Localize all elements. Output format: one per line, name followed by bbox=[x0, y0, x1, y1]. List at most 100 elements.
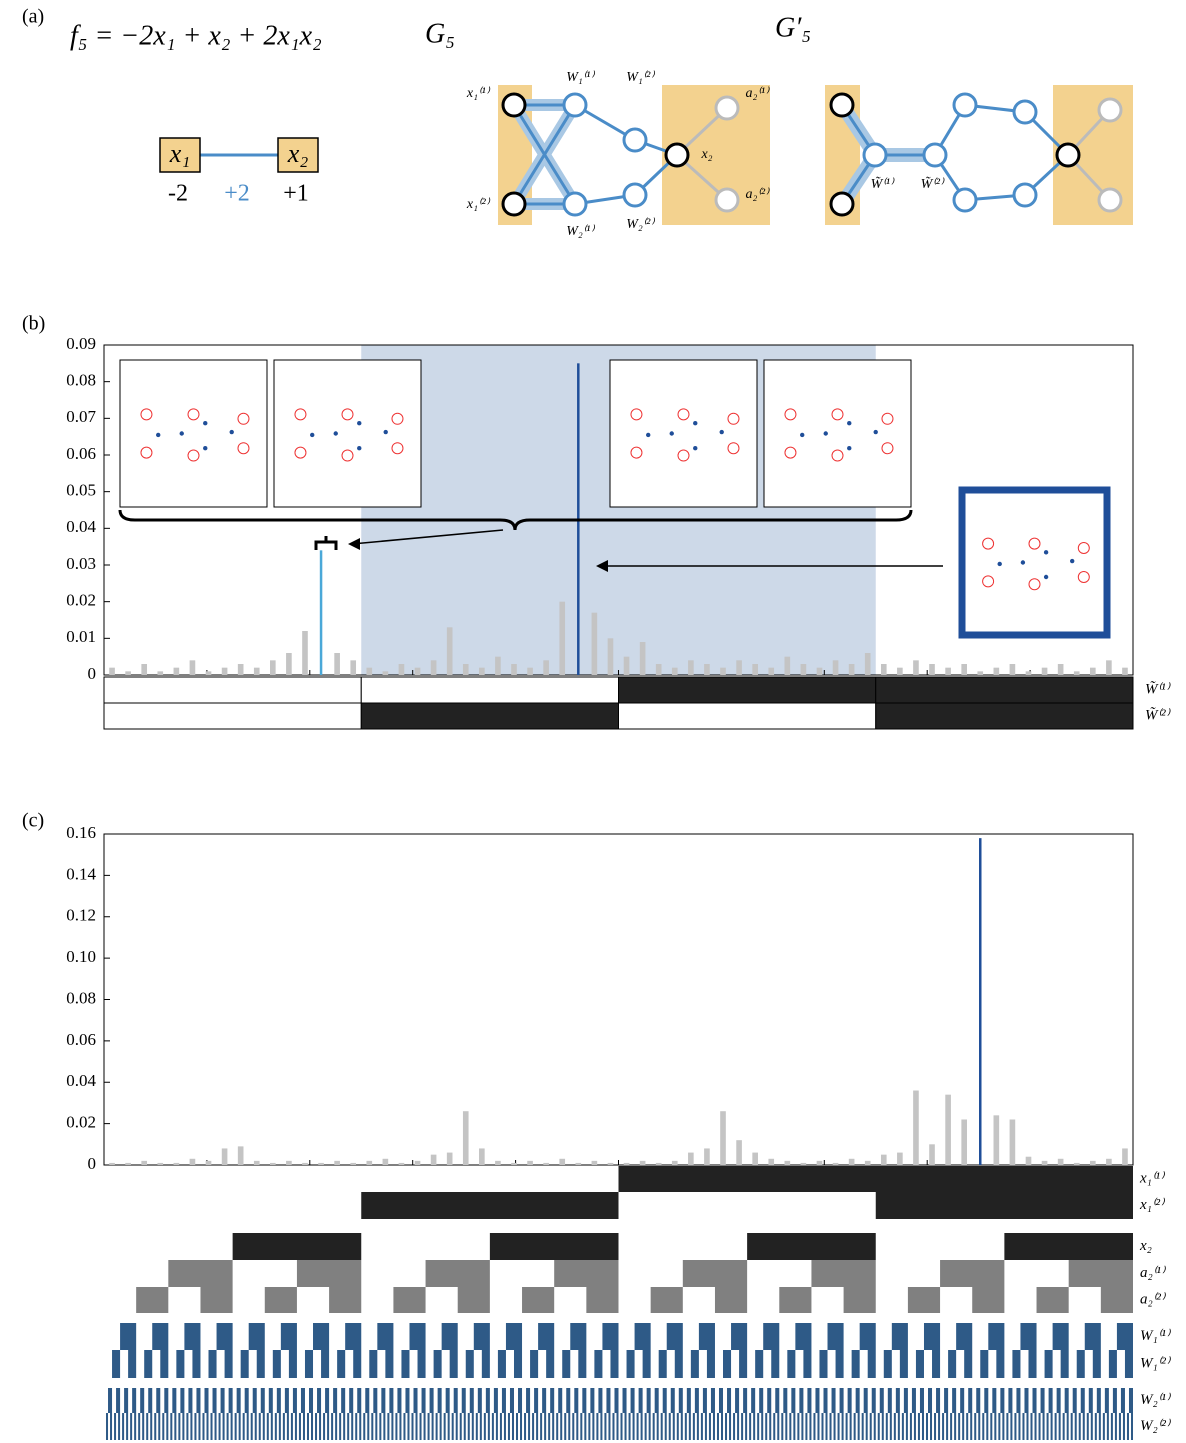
state-cell bbox=[751, 1388, 755, 1413]
label: 0.14 bbox=[66, 864, 96, 883]
node bbox=[954, 189, 976, 211]
state-cell bbox=[850, 1413, 852, 1440]
state-cell bbox=[1107, 1413, 1109, 1440]
state-cell bbox=[1095, 1413, 1097, 1440]
state-cell bbox=[162, 1413, 164, 1440]
state-cell bbox=[418, 1350, 426, 1378]
bar bbox=[270, 1163, 276, 1165]
state-cell bbox=[273, 1350, 281, 1378]
bar bbox=[1122, 668, 1128, 675]
state-cell bbox=[361, 1192, 618, 1219]
state-cell bbox=[1125, 1350, 1133, 1378]
label: W₁⁽¹⁾ bbox=[566, 70, 595, 85]
state-cell bbox=[562, 1350, 570, 1378]
state-cell bbox=[444, 1413, 446, 1440]
state-cell bbox=[817, 1413, 819, 1440]
state-cell bbox=[311, 1413, 313, 1440]
spot bbox=[998, 562, 1002, 566]
state-cell bbox=[1008, 1388, 1012, 1413]
state-cell bbox=[908, 1287, 940, 1313]
bar bbox=[174, 668, 180, 675]
inset bbox=[274, 360, 421, 507]
state-cell bbox=[894, 1413, 896, 1440]
label: 0.08 bbox=[66, 371, 96, 390]
label: (c) bbox=[22, 810, 44, 832]
state-cell bbox=[566, 1388, 570, 1413]
state-cell bbox=[211, 1413, 213, 1440]
bar bbox=[286, 1161, 292, 1165]
state-cell bbox=[530, 1350, 538, 1378]
bar bbox=[624, 1163, 630, 1165]
state-cell bbox=[297, 1260, 361, 1287]
state-cell bbox=[158, 1413, 160, 1440]
label: G′₅ bbox=[775, 12, 811, 43]
state-cell bbox=[361, 703, 618, 729]
bar bbox=[254, 1161, 260, 1165]
bar bbox=[141, 664, 147, 675]
state-cell bbox=[486, 1388, 490, 1413]
state-cell bbox=[667, 1323, 683, 1350]
state-cell bbox=[659, 1350, 667, 1378]
state-cell bbox=[538, 1323, 554, 1350]
state-cell bbox=[196, 1388, 200, 1413]
state-cell bbox=[299, 1413, 301, 1440]
state-cell bbox=[572, 1413, 574, 1440]
state-cell bbox=[500, 1413, 502, 1440]
state-cell bbox=[787, 1350, 795, 1378]
state-cell bbox=[922, 1413, 924, 1440]
bar bbox=[785, 1161, 791, 1165]
state-cell bbox=[693, 1413, 695, 1440]
state-cell bbox=[809, 1413, 811, 1440]
state-cell bbox=[1033, 1388, 1037, 1413]
spot bbox=[847, 446, 851, 450]
state-cell bbox=[918, 1413, 920, 1440]
state-cell bbox=[327, 1413, 329, 1440]
state-cell bbox=[534, 1388, 538, 1413]
bar bbox=[415, 1161, 421, 1165]
label: W̃⁽²⁾ bbox=[1145, 707, 1171, 723]
node bbox=[624, 129, 646, 151]
state-cell bbox=[765, 1413, 767, 1440]
state-cell bbox=[685, 1413, 687, 1440]
state-cell bbox=[243, 1413, 245, 1440]
state-cell bbox=[743, 1388, 747, 1413]
bar bbox=[1074, 1163, 1080, 1165]
state-cell bbox=[627, 1350, 635, 1378]
state-cell bbox=[980, 1350, 988, 1378]
spot bbox=[384, 430, 388, 434]
bar bbox=[511, 1163, 517, 1165]
state-cell bbox=[866, 1413, 868, 1440]
state-cell bbox=[998, 1413, 1000, 1440]
state-cell bbox=[590, 1388, 594, 1413]
state-cell bbox=[490, 1233, 619, 1260]
state-cell bbox=[110, 1413, 112, 1440]
node bbox=[666, 144, 688, 166]
state-cell bbox=[456, 1413, 458, 1440]
state-cell bbox=[144, 1350, 152, 1378]
label: 0.08 bbox=[66, 988, 96, 1007]
bar bbox=[979, 838, 982, 1165]
bar bbox=[495, 1161, 501, 1165]
label: -2 bbox=[168, 181, 188, 207]
spot bbox=[670, 431, 674, 435]
bar bbox=[286, 653, 292, 675]
state-cell bbox=[1117, 1323, 1133, 1350]
state-cell bbox=[612, 1413, 614, 1440]
bar bbox=[720, 668, 726, 675]
state-cell bbox=[1071, 1413, 1073, 1440]
state-cell bbox=[703, 1388, 707, 1413]
bar bbox=[109, 668, 115, 675]
state-cell bbox=[407, 1413, 409, 1440]
bracket bbox=[316, 536, 336, 550]
bar bbox=[994, 668, 1000, 675]
bar bbox=[688, 1153, 694, 1165]
state-cell bbox=[245, 1388, 249, 1413]
label: W₁⁽¹⁾ bbox=[1140, 1328, 1171, 1344]
bar bbox=[222, 668, 228, 675]
bar bbox=[447, 1153, 453, 1165]
state-cell bbox=[886, 1413, 888, 1440]
bar bbox=[431, 660, 437, 675]
state-cell bbox=[202, 1413, 204, 1440]
bar bbox=[1074, 671, 1080, 675]
bar bbox=[1042, 1161, 1048, 1165]
